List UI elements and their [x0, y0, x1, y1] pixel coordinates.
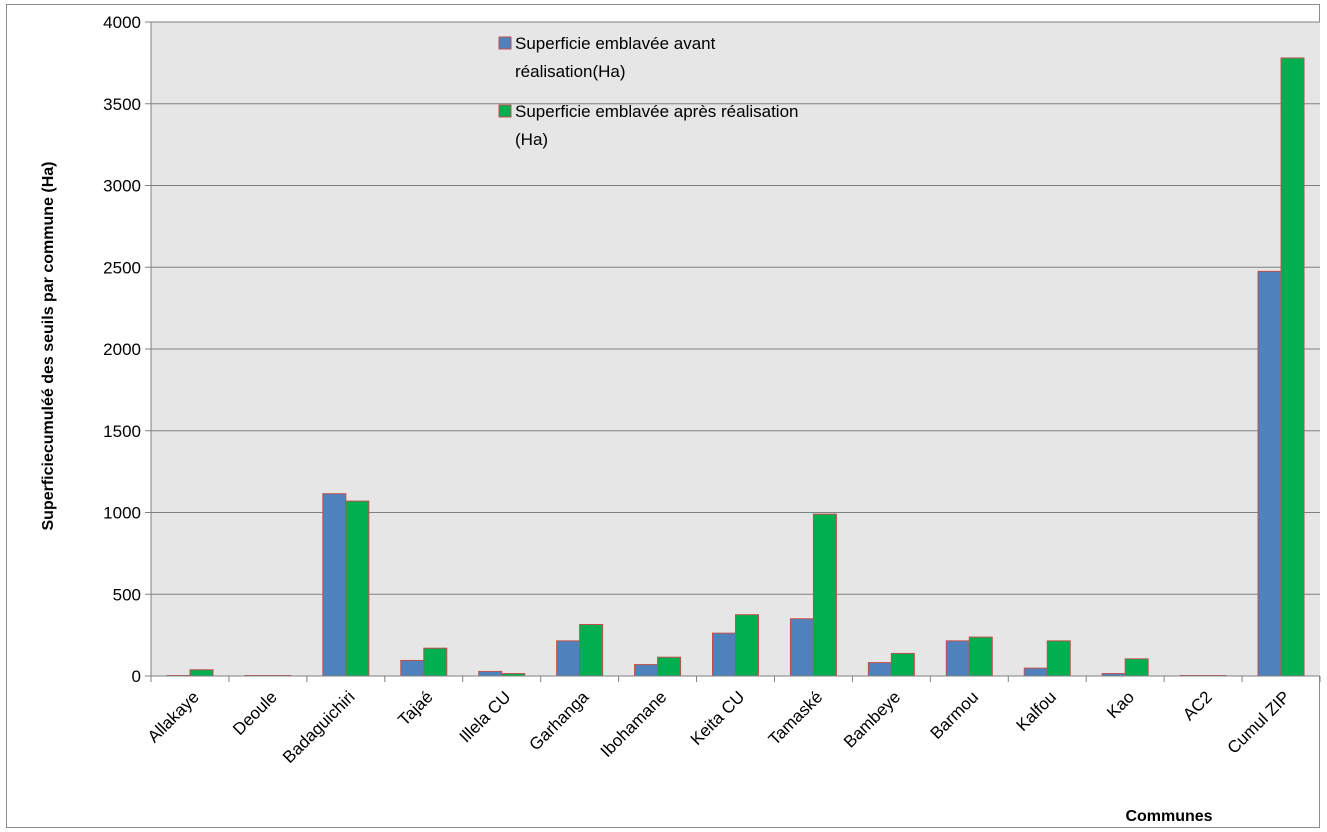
- y-tick-label: 3000: [103, 177, 141, 196]
- x-axis-title: Communes: [1125, 808, 1212, 825]
- x-tick-label: Ibohamane: [597, 687, 671, 761]
- x-tick-label: Allakaye: [144, 687, 203, 746]
- x-tick-label: Kalfou: [1013, 687, 1061, 735]
- x-tick-label: Kao: [1103, 687, 1138, 722]
- bar-apres: [890, 652, 915, 677]
- y-axis-title: Superficiecumuléé des seuils par commune…: [40, 161, 57, 530]
- x-tick-label: Tamaské: [765, 687, 827, 749]
- bars: [166, 57, 1305, 677]
- y-tick-label: 4000: [103, 13, 141, 32]
- bar-avant: [400, 659, 425, 677]
- y-tick-labels: 0 500 1000 1500 2000 2500 3000 3500 4000: [103, 13, 141, 686]
- x-tick-label: Tajaé: [394, 687, 436, 729]
- x-tick-label: Deoule: [229, 687, 281, 739]
- legend-label: réalisation(Ha): [515, 62, 626, 81]
- bar-avant: [1257, 270, 1282, 677]
- y-tick-label: 3500: [103, 95, 141, 114]
- legend-label: (Ha): [515, 130, 548, 149]
- bar-avant: [322, 493, 347, 677]
- x-tick-label: AC2: [1179, 687, 1216, 724]
- y-tick-label: 1500: [103, 422, 141, 441]
- y-tick-label: 2500: [103, 258, 141, 277]
- bar-avant: [634, 664, 659, 677]
- y-tick-label: 1000: [103, 504, 141, 523]
- x-tick-label: Garhanga: [526, 687, 593, 754]
- bar-apres: [189, 669, 214, 677]
- bar-avant: [712, 632, 736, 677]
- bar-avant: [478, 670, 503, 677]
- x-tick-label: Badaguichiri: [279, 687, 359, 767]
- bar-avant: [1023, 667, 1048, 677]
- bar-avant: [789, 618, 814, 677]
- bar-avant: [867, 662, 892, 677]
- x-tick-label: Keita CU: [687, 687, 749, 749]
- bar-apres: [579, 623, 604, 677]
- bar-apres: [345, 500, 370, 677]
- y-tick-label: 500: [113, 585, 141, 604]
- bar-avant: [556, 640, 581, 677]
- legend: Superficie emblavée avant réalisation(Ha)…: [498, 34, 799, 149]
- bar-apres: [1046, 640, 1071, 677]
- bar-apres: [657, 656, 682, 677]
- legend-label: Superficie emblavée après réalisation: [515, 102, 799, 121]
- x-tick-label: Cumul ZIP: [1224, 687, 1294, 757]
- bar-apres: [423, 647, 448, 677]
- y-tick-label: 0: [132, 667, 141, 686]
- bar-avant: [945, 640, 970, 677]
- bar-apres: [968, 636, 993, 677]
- bar-apres: [812, 513, 837, 677]
- bar-apres: [1280, 57, 1305, 677]
- bar-apres: [735, 614, 759, 677]
- y-tick-label: 2000: [103, 340, 141, 359]
- x-tick-label: Barmou: [927, 687, 983, 743]
- legend-label: Superficie emblavée avant: [515, 34, 716, 53]
- legend-swatch: [498, 36, 512, 50]
- bar-apres: [1124, 658, 1149, 677]
- x-tick-label: Bambeye: [840, 687, 904, 751]
- x-tick-label: Illela CU: [456, 687, 515, 746]
- legend-swatch: [498, 104, 512, 118]
